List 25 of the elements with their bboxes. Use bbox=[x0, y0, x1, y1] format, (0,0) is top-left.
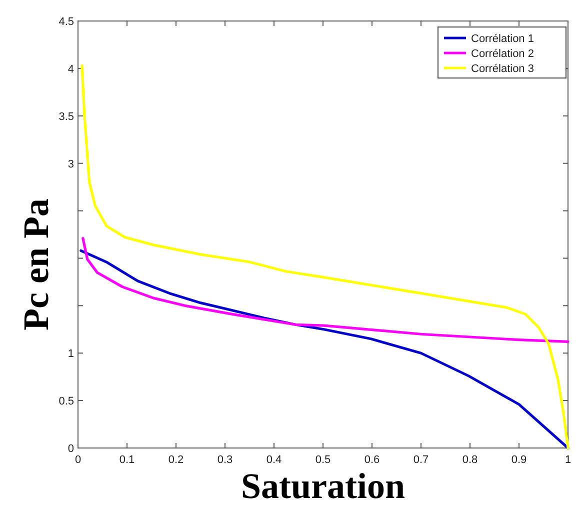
y-tick-label: 0 bbox=[68, 443, 74, 455]
x-tick-label: 0.8 bbox=[462, 454, 478, 466]
y-axis-title: Pc en Pa bbox=[16, 198, 56, 330]
line-series bbox=[82, 236, 570, 344]
x-tick-label: 0.9 bbox=[511, 454, 527, 466]
y-tick-label: 4.5 bbox=[58, 16, 74, 28]
x-tick-label: 1 bbox=[564, 454, 572, 466]
y-tick-label: 0.5 bbox=[58, 396, 74, 408]
y-tick-label: 1 bbox=[68, 348, 74, 360]
line-series bbox=[80, 64, 570, 450]
x-tick-label: 0.6 bbox=[364, 454, 380, 466]
y-tick-label: 3 bbox=[68, 158, 74, 170]
y-tick-label: 3.5 bbox=[58, 110, 74, 123]
x-tick-label: 0.5 bbox=[315, 454, 331, 466]
x-tick-label: 0.3 bbox=[217, 454, 233, 466]
line-series bbox=[80, 249, 570, 450]
x-tick-label: 0.4 bbox=[266, 454, 282, 466]
legend-label: Corrélation 3 bbox=[471, 63, 534, 75]
legend-label: Corrélation 2 bbox=[471, 48, 534, 60]
x-tick-label: 0.2 bbox=[168, 454, 184, 466]
x-axis-title: Saturation bbox=[240, 466, 406, 506]
legend-label: Corrélation 1 bbox=[471, 33, 534, 45]
y-tick-label: 4 bbox=[68, 63, 74, 76]
x-tick-label: 0.1 bbox=[119, 454, 135, 466]
x-tick-label: 0.7 bbox=[413, 454, 429, 466]
